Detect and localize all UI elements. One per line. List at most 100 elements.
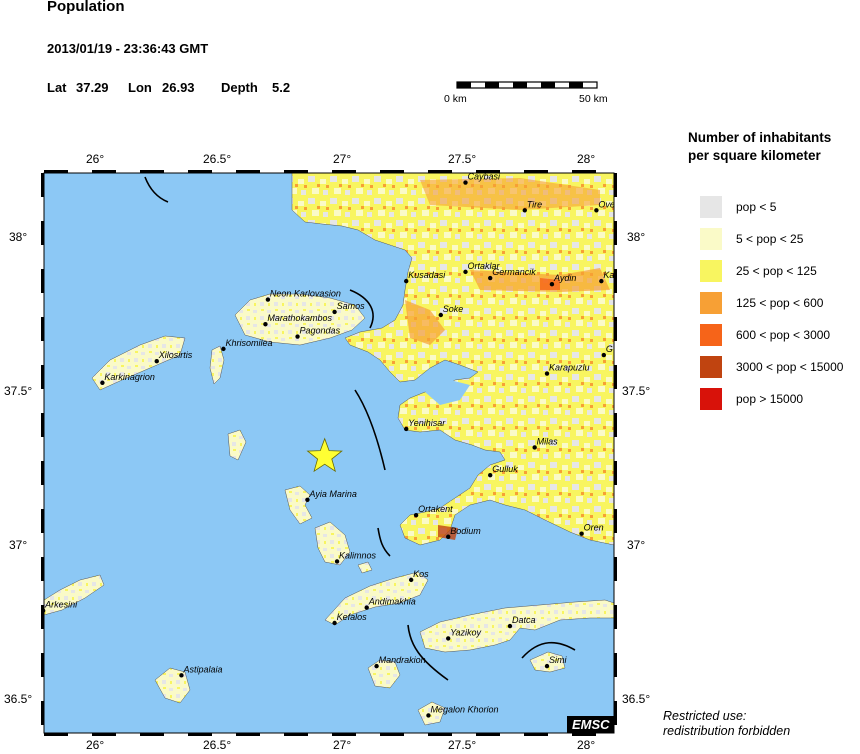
city-label: Kusadasi bbox=[408, 270, 446, 280]
frame-check bbox=[428, 733, 452, 736]
city-label: Oren bbox=[584, 523, 604, 533]
lat-tick-left-37: 37° bbox=[9, 538, 28, 552]
lat-tick-left-38: 38° bbox=[9, 230, 28, 244]
city-marker bbox=[446, 636, 451, 641]
frame-check bbox=[41, 221, 44, 245]
city-label: Andimakhia bbox=[368, 597, 416, 607]
frame-check bbox=[140, 170, 164, 173]
legend-title: Number of inhabitants per square kilomet… bbox=[688, 129, 831, 165]
frame-check bbox=[572, 733, 596, 736]
island-samos bbox=[234, 293, 366, 346]
frame-check bbox=[41, 317, 44, 341]
frame-check bbox=[614, 173, 617, 197]
frame-check bbox=[92, 170, 116, 173]
city-marker bbox=[295, 334, 300, 339]
usage-note-line2: redistribution forbidden bbox=[663, 724, 791, 738]
city-label: Samos bbox=[337, 301, 366, 311]
event-depth-value: 5.2 bbox=[272, 80, 291, 95]
city-label: Mandrakion bbox=[379, 655, 426, 665]
city-marker bbox=[544, 663, 550, 669]
city-marker bbox=[364, 605, 369, 610]
city-marker bbox=[404, 278, 409, 284]
legend-label: 600 < pop < 3000 bbox=[736, 328, 831, 342]
legend-swatch bbox=[700, 228, 722, 250]
island-amorgos bbox=[44, 574, 105, 616]
frame-check bbox=[428, 170, 452, 173]
city-marker bbox=[404, 426, 409, 432]
city-label: Khrisomilea bbox=[225, 338, 272, 348]
mainland-turkey bbox=[291, 173, 614, 546]
frame-check bbox=[188, 733, 212, 736]
city-label: Gulluk bbox=[492, 464, 518, 474]
city-marker bbox=[463, 180, 468, 185]
legend-title-line1: Number of inhabitants bbox=[688, 130, 832, 145]
map-frame bbox=[43, 172, 615, 734]
lon-tick-bottom-28: 28° bbox=[577, 738, 596, 752]
city-marker bbox=[599, 278, 604, 284]
city-label: G bbox=[606, 344, 613, 354]
city-label: Neon Karlovasion bbox=[270, 289, 341, 299]
city-label: Tire bbox=[527, 199, 542, 209]
city-label: Milas bbox=[537, 436, 559, 446]
city-label: Megalon Khorion bbox=[430, 704, 498, 714]
city-label: Astipalaia bbox=[182, 664, 222, 674]
event-lon-label: Lon bbox=[128, 80, 152, 95]
usage-note-line1: Restricted use: bbox=[663, 709, 747, 723]
lon-tick-bottom-27: 27° bbox=[333, 738, 352, 752]
city-marker bbox=[413, 513, 419, 518]
epicenter-star-icon bbox=[306, 437, 343, 473]
island-pserimos bbox=[357, 561, 373, 574]
frame-check bbox=[41, 605, 44, 629]
frame-check bbox=[44, 733, 68, 736]
island-tilos bbox=[417, 701, 446, 726]
city-label: Ove bbox=[598, 199, 615, 209]
city-label: Germancik bbox=[492, 267, 536, 277]
frame-check bbox=[476, 733, 500, 736]
city-marker bbox=[265, 297, 271, 302]
city-label: Arkesini bbox=[44, 600, 78, 610]
island-arki bbox=[227, 429, 247, 461]
event-lat-value: 37.29 bbox=[76, 80, 109, 95]
city-marker bbox=[446, 534, 451, 539]
island-kos bbox=[324, 571, 429, 626]
city-label: Aydin bbox=[553, 273, 576, 283]
city-marker bbox=[334, 559, 340, 564]
city-marker bbox=[544, 371, 550, 376]
frame-check bbox=[284, 170, 308, 173]
legend-label: pop < 5 bbox=[736, 200, 777, 214]
frame-check bbox=[614, 461, 617, 485]
frame-check bbox=[41, 653, 44, 677]
event-lat-label: Lat bbox=[47, 80, 67, 95]
legend-label: 25 < pop < 125 bbox=[736, 264, 817, 278]
city-label: Xilosirtis bbox=[158, 350, 193, 360]
event-datetime: 2013/01/19 - 23:36:43 GMT bbox=[47, 41, 209, 56]
city-marker bbox=[221, 346, 226, 352]
emsc-logo-box bbox=[567, 716, 614, 733]
frame-check bbox=[380, 170, 404, 173]
city-label: Marathokambos bbox=[267, 313, 332, 323]
frame-check bbox=[614, 269, 617, 293]
frame-check bbox=[41, 173, 44, 197]
island-ikaria bbox=[91, 335, 186, 391]
city-marker bbox=[532, 445, 537, 450]
city-label: Ayia Marina bbox=[308, 489, 356, 499]
legend-label: 5 < pop < 25 bbox=[736, 232, 804, 246]
city-marker bbox=[579, 531, 584, 536]
frame-check bbox=[614, 509, 617, 533]
frame-check bbox=[614, 605, 617, 629]
lat-tick-right-37: 37° bbox=[627, 538, 646, 552]
frame-check bbox=[41, 269, 44, 293]
frame-check bbox=[44, 170, 68, 173]
fault-lines bbox=[144, 176, 576, 681]
lon-tick-bottom-26: 26° bbox=[86, 738, 105, 752]
usage-note: Restricted use: redistribution forbidden bbox=[663, 709, 790, 739]
legend-swatch bbox=[700, 196, 722, 218]
lat-tick-left-36-5: 36.5° bbox=[4, 692, 33, 706]
lon-tick-top-26-5: 26.5° bbox=[203, 152, 232, 166]
legend-swatch bbox=[700, 388, 722, 410]
frame-check bbox=[188, 170, 212, 173]
frame-check bbox=[614, 701, 617, 725]
city-marker bbox=[154, 359, 159, 364]
